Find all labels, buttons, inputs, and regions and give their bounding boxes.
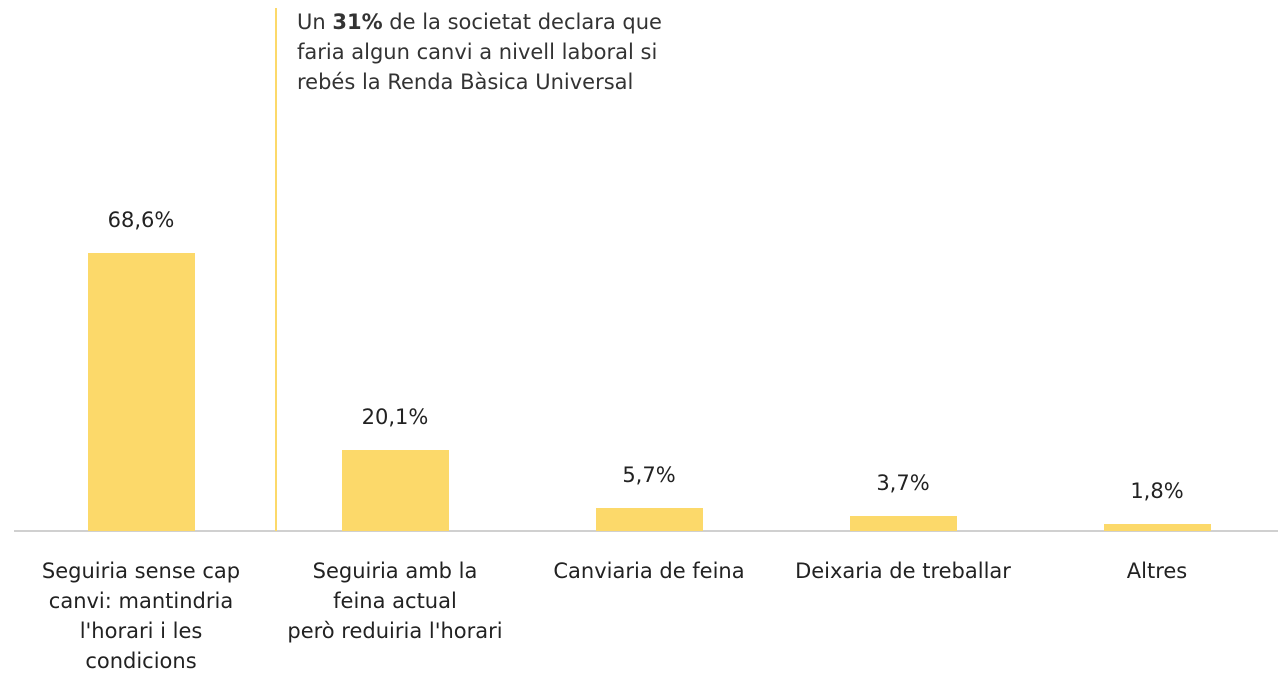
divider (275, 8, 277, 531)
x-tick-label: Seguiria amb la feina actual però reduir… (287, 559, 503, 643)
x-tick-label: Altres (1126, 559, 1188, 583)
annotation-highlight: 31% (332, 10, 383, 34)
bar (1103, 523, 1211, 531)
baseline (14, 530, 1278, 532)
x-tick-label: Deixaria de treballar (795, 559, 1011, 583)
bar (87, 253, 195, 531)
value-label: 5,7% (622, 462, 676, 487)
value-label: 1,8% (1130, 478, 1184, 503)
x-tick-label: Canviaria de feina (553, 559, 745, 583)
x-tick-label: Seguiria sense cap canvi: mantindria l'h… (41, 559, 241, 673)
annotation-text: de la societat declara que faria algun c… (297, 10, 662, 94)
value-label: 68,6% (107, 208, 175, 233)
bar (849, 516, 957, 531)
value-label: 20,1% (361, 404, 429, 429)
annotation-text: Un (297, 10, 333, 34)
bar (341, 449, 449, 531)
bar (595, 507, 703, 531)
value-label: 3,7% (876, 471, 930, 495)
annotation: Un 31% de la societat declara que faria … (297, 7, 662, 97)
